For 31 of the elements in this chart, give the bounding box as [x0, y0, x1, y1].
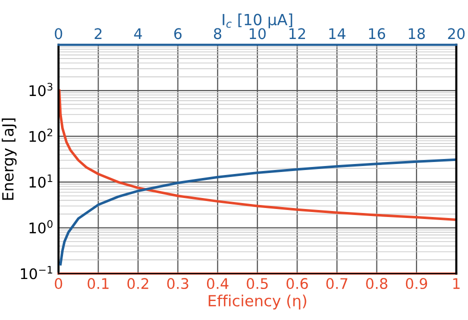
x-tick-label: 0.8	[366, 278, 388, 290]
x-tick-label: 0.7	[326, 278, 348, 290]
x2-tick-label: 12	[290, 28, 305, 39]
x-tick-label: 0	[54, 278, 62, 290]
x2-tick-label: 4	[134, 28, 142, 39]
y-tick-label: 10$^{0}$	[30, 220, 52, 234]
x-tick-label: 0.1	[88, 278, 109, 290]
x2-axis-title: I$_{c}$ [10 μA]	[222, 14, 292, 28]
x-tick-label: 1	[453, 278, 460, 289]
x-tick-label: 0.3	[167, 278, 188, 290]
x2-tick-label: 6	[174, 28, 182, 40]
x2-tick-label: 8	[214, 28, 222, 40]
y-tick-label: 10$^{1}$	[30, 174, 52, 188]
line-series	[58, 89, 456, 222]
y-tick-label: 10$^{2}$	[30, 128, 52, 142]
y-tick-label: 10$^{3}$	[30, 82, 52, 96]
x2-tick-label: 10	[250, 28, 266, 40]
x2-tick-label: 20	[448, 28, 465, 40]
x-tick-label: 0.5	[246, 278, 268, 290]
x2-tick-label: 18	[408, 28, 425, 40]
x2-tick-label: 16	[369, 28, 386, 40]
x2-tick-label: 14	[329, 28, 346, 39]
y-tick-label: 10$^{−1}$	[20, 266, 52, 280]
x2-tick-label: 2	[94, 28, 102, 39]
x-tick-label: 0.9	[406, 278, 428, 290]
x-tick-label: 0.2	[127, 278, 148, 290]
x-tick-label: 0.6	[286, 278, 308, 290]
x-tick-label: 0.4	[206, 278, 228, 290]
x2-tick-label: 0	[54, 28, 62, 40]
x-axis-title: Efficiency (η)	[208, 294, 306, 310]
y-axis-title: Energy [aJ]	[2, 118, 17, 200]
